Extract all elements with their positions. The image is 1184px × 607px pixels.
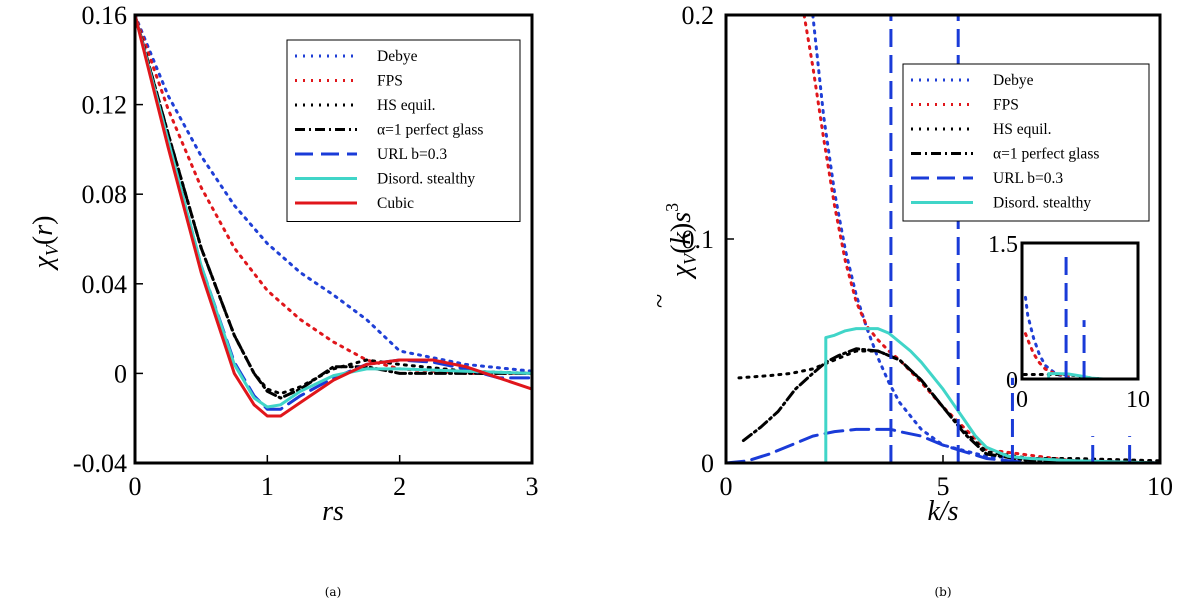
panel-a-series-1-perfect-glass <box>135 15 532 400</box>
inset-xtick-label: 10 <box>1126 387 1150 413</box>
panel-b-xtick-label: 0 <box>720 472 733 501</box>
panel-a-frame <box>133 13 534 465</box>
panel-b-series-group <box>726 15 1160 463</box>
panel-b-ylabel: χV(k)s3 <box>662 203 700 280</box>
panel-b-legend-label-1-perfect-glass: α=1 perfect glass <box>993 146 1099 163</box>
panel-a-ytick-label: 0.04 <box>82 270 128 299</box>
panel-b-legend-label-url-b-0-3: URL b=0.3 <box>993 170 1063 187</box>
panel-a-legend-label-cubic: Cubic <box>377 195 414 212</box>
panel-b-legend-label-disord-stealthy: Disord. stealthy <box>993 195 1091 212</box>
panel-a-xtick-label: 2 <box>393 472 406 501</box>
inset-frame-border <box>1020 241 1140 381</box>
inset-ytick-label: 1.5 <box>988 232 1018 258</box>
panel-b-series-disord-stealthy <box>824 327 1160 463</box>
panel-a-ytick-label: 0.12 <box>82 91 128 120</box>
panel-b: 0 5 10 0 0.1 0.2 k/s χV(k)s3 ~ Debye FPS HS equ… <box>645 1 1173 527</box>
panel-a-ytick-label: 0.16 <box>82 1 128 30</box>
panel-b-ytick-label: 0.2 <box>682 1 715 30</box>
inset-xtick-label: 0 <box>1016 387 1028 413</box>
panel-a-legend-label-fps: FPS <box>377 73 403 90</box>
panel-a-series-group <box>135 15 532 418</box>
panel-a-series-fps <box>135 15 532 375</box>
panel-a-legend-label-hs-equil: HS equil. <box>377 97 436 114</box>
panel-b-ytick-label: 0.1 <box>682 225 715 254</box>
panel-b-series-1-perfect-glass <box>741 347 1160 463</box>
panel-b-xtick-label: 5 <box>937 472 950 501</box>
panel-a-ylabel: χV(r) <box>28 216 62 272</box>
panel-a-series-disord-stealthy <box>135 15 532 409</box>
panel-b-legend-box <box>902 63 1150 222</box>
panel-b-legend-label-hs-equil: HS equil. <box>993 121 1052 138</box>
panel-a-xtick-label: 3 <box>526 472 539 501</box>
panel-a-legend: Debye FPS HS equil. α=1 perfect glass URL b=… <box>286 39 521 222</box>
panel-b-xtick-label: 10 <box>1147 472 1173 501</box>
panel-b-legend-label-debye: Debye <box>993 72 1034 89</box>
caption-a: (a) <box>325 585 342 599</box>
panel-b-legend-label-fps: FPS <box>993 97 1019 114</box>
panel-a-xtick-label: 1 <box>261 472 274 501</box>
panel-a-xlabel: rs <box>322 496 344 527</box>
panel-a-ytick-label: -0.04 <box>73 449 127 478</box>
panel-a-series-cubic <box>135 15 532 418</box>
inset-series-fps <box>1024 332 1070 377</box>
panel-b-series-fps <box>802 15 1160 463</box>
panel-a-ytick-label: 0.08 <box>82 180 128 209</box>
panel-b-inset: 0 10 0 1.5 <box>988 232 1150 413</box>
panel-a-series-debye <box>135 15 532 373</box>
panel-b-ytick-label: 0 <box>701 449 714 478</box>
panel-b-xlabel: k/s <box>927 496 958 527</box>
inset-series-debye <box>1024 295 1070 379</box>
panel-a-ytick-label: 0 <box>114 359 127 388</box>
panel-b-series-debye <box>811 15 1160 463</box>
panel-b-ylabel-tilde: ~ <box>645 294 674 308</box>
panel-a-legend-label-disord-stealthy: Disord. stealthy <box>377 171 475 188</box>
panel-a-legend-box <box>286 39 521 222</box>
panel-b-ticks: 0 5 10 0 0.1 0.2 <box>682 1 1174 501</box>
panel-a-legend-label-1-perfect-glass: α=1 perfect glass <box>377 122 483 139</box>
panel-a-xtick-label: 0 <box>129 472 142 501</box>
caption-b: (b) <box>934 585 951 599</box>
panel-a-legend-label-url-b-0-3: URL b=0.3 <box>377 146 447 163</box>
inset-ytick-label: 0 <box>1006 368 1018 394</box>
panel-a-legend-label-debye: Debye <box>377 48 418 65</box>
inset-frame <box>1020 241 1140 381</box>
panel-b-legend: Debye FPS HS equil. α=1 perfect glass URL b=… <box>902 63 1150 222</box>
